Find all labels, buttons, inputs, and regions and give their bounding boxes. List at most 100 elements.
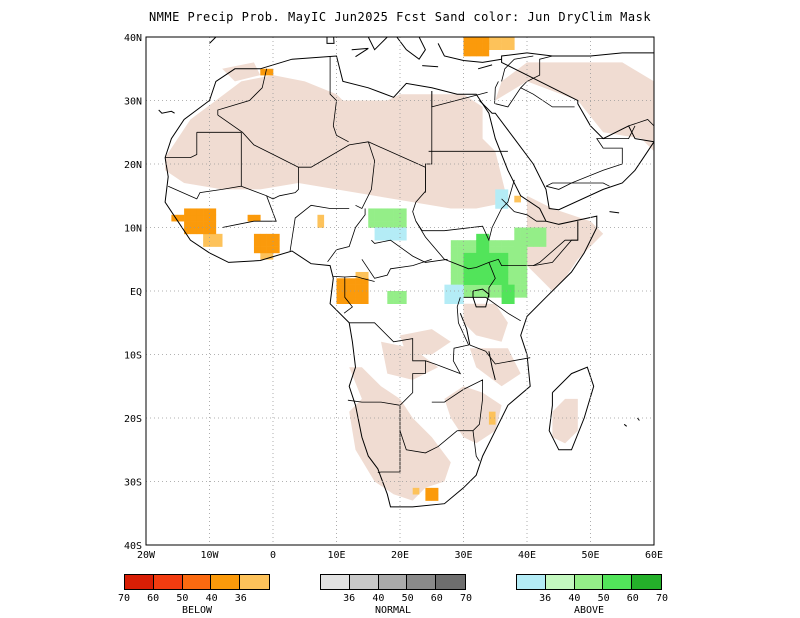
above-cell <box>507 240 515 247</box>
below-cell <box>495 43 502 50</box>
below-cell <box>361 284 369 292</box>
below-cell <box>476 49 483 57</box>
below-cell <box>336 278 344 285</box>
socotra-coastline <box>609 211 620 214</box>
above-cell <box>495 252 502 260</box>
below-cell <box>184 214 191 222</box>
above-cell <box>469 240 477 247</box>
legend-swatch <box>182 575 212 589</box>
legend-swatch <box>211 575 241 589</box>
below-cell <box>260 68 267 76</box>
above-cell <box>374 227 382 235</box>
above-cell <box>393 297 401 304</box>
legend-swatch <box>349 575 379 589</box>
above-cell <box>495 284 502 292</box>
legend-tick-label: 40 <box>372 593 385 604</box>
below-cell <box>482 43 490 50</box>
below-cell <box>215 240 223 247</box>
above-cell <box>393 227 401 235</box>
dry-mask-region <box>222 62 261 82</box>
above-cell <box>380 227 388 235</box>
above-cell <box>495 271 502 279</box>
above-cell <box>463 291 471 298</box>
below-cell <box>463 43 471 50</box>
above-cell <box>488 246 496 254</box>
map-title: NMME Precip Prob. MayIC Jun2025 Fcst San… <box>148 10 652 24</box>
below-cell <box>361 291 369 298</box>
country-border <box>431 91 488 108</box>
legend-tick-label: 36 <box>343 593 356 604</box>
above-cell <box>469 284 477 292</box>
above-cell <box>507 265 515 273</box>
above-cell <box>400 221 407 228</box>
sardinia-coastline <box>326 37 335 44</box>
above-cell <box>501 271 509 279</box>
above-cell <box>457 284 464 292</box>
below-cell <box>196 208 204 216</box>
legend-below-label: BELOW <box>181 605 213 616</box>
above-cell <box>501 265 509 273</box>
below-cell <box>463 49 471 57</box>
country-border <box>217 68 267 116</box>
above-cell <box>482 271 490 279</box>
below-cell <box>501 43 509 50</box>
below-cell <box>476 43 483 50</box>
above-cell <box>514 291 521 298</box>
below-cell <box>266 68 274 76</box>
below-cell <box>317 214 325 222</box>
reunion-coastline <box>623 423 628 427</box>
above-cell <box>457 271 464 279</box>
below-cell <box>196 214 204 222</box>
above-cell <box>476 246 483 254</box>
below-cell <box>209 227 217 235</box>
below-cell <box>355 297 363 304</box>
above-cell <box>507 271 515 279</box>
lon-tick-label: 50E <box>581 550 599 561</box>
above-cell <box>520 259 528 266</box>
lat-tick-label: 20S <box>124 414 142 425</box>
country-border <box>344 275 375 282</box>
aegean-coastline <box>396 37 426 60</box>
above-cell <box>514 240 521 247</box>
above-cell <box>501 246 509 254</box>
dry-mask-region <box>463 303 508 342</box>
above-cell <box>476 271 483 279</box>
above-cell <box>444 297 452 304</box>
above-cell <box>457 278 464 285</box>
below-cell <box>266 246 274 254</box>
above-cell <box>476 252 483 260</box>
below-cell <box>247 214 255 222</box>
above-cell <box>387 227 394 235</box>
country-border <box>165 132 198 159</box>
lake-tanganyika <box>459 313 471 346</box>
below-cell <box>209 221 217 228</box>
above-cell <box>539 227 547 235</box>
below-cell <box>203 221 210 228</box>
lon-tick-label: 20W <box>137 550 156 561</box>
country-border <box>485 351 531 365</box>
below-cell <box>203 208 210 216</box>
above-cell <box>463 259 471 266</box>
legend-swatch <box>153 575 183 589</box>
country-border <box>333 276 353 314</box>
lat-tick-label: EQ <box>130 287 142 298</box>
below-cell <box>469 43 477 50</box>
below-cell <box>190 214 198 222</box>
below-cell <box>209 240 217 247</box>
lat-tick-label: 30S <box>124 478 142 489</box>
legend-normal-label: NORMAL <box>374 605 412 616</box>
above-cell <box>400 208 407 216</box>
country-border <box>501 198 546 222</box>
country-border <box>628 119 654 127</box>
above-cell <box>514 233 521 241</box>
above-cell <box>514 265 521 273</box>
above-cell <box>501 297 509 304</box>
country-border <box>361 258 432 279</box>
above-cell <box>520 278 528 285</box>
below-cell <box>273 233 280 241</box>
below-cell <box>317 221 325 228</box>
above-cell <box>463 271 471 279</box>
above-cell <box>495 189 502 197</box>
below-cell <box>196 227 204 235</box>
